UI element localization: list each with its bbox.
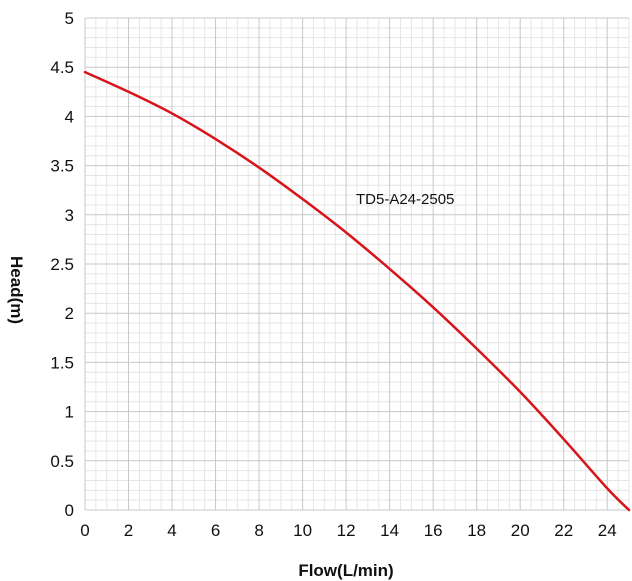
x-axis-ticks: 0 2 4 6 8 10 12 14 16 18 20 22 24 [80,521,616,540]
x-tick-label: 0 [80,521,89,540]
x-axis-title: Flow(L/min) [298,561,393,580]
y-tick-label: 3.5 [50,157,74,176]
x-tick-label: 14 [380,521,399,540]
y-tick-label: 0.5 [50,452,74,471]
series-line [83,70,631,512]
y-tick-label: 4 [65,107,74,126]
y-tick-label: 5 [65,9,74,28]
series-layer [83,70,631,512]
x-tick-label: 24 [598,521,617,540]
series-label: TD5-A24-2505 [356,191,454,208]
y-tick-label: 4.5 [50,58,74,77]
x-tick-label: 6 [211,521,220,540]
x-tick-label: 22 [554,521,573,540]
y-tick-label: 3 [65,206,74,225]
x-tick-label: 20 [511,521,530,540]
y-tick-label: 1 [65,403,74,422]
x-tick-label: 12 [337,521,356,540]
y-tick-label: 1.5 [50,353,74,372]
y-tick-label: 2.5 [50,255,74,274]
x-tick-label: 8 [254,521,263,540]
y-tick-label: 0 [65,501,74,520]
y-tick-label: 2 [65,304,74,323]
x-tick-label: 16 [424,521,443,540]
y-axis-title: Head(m) [7,256,26,324]
major-grid [84,17,629,511]
x-tick-label: 4 [167,521,176,540]
x-tick-label: 18 [467,521,486,540]
y-axis-ticks: 0 0.5 1 1.5 2 2.5 3 3.5 4 4.5 5 [50,9,74,520]
x-tick-label: 10 [293,521,312,540]
x-tick-label: 2 [124,521,133,540]
